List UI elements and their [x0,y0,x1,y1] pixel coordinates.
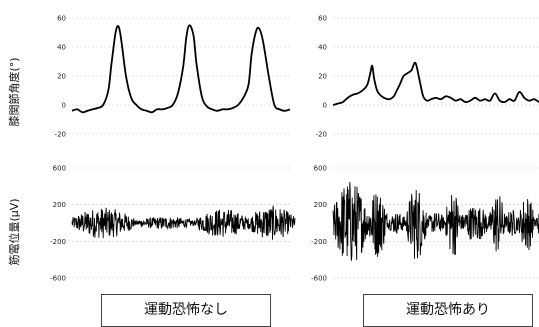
y-tick-label: -20 [55,131,66,139]
row1-ylabel: 膝関節角度(°) [7,57,21,126]
y-tick-label: 60 [57,15,66,23]
y-tick-label: -600 [311,275,327,283]
caption-no-fear: 運動恐怖なし [101,294,271,327]
emg-trace-bottom-left [71,205,296,240]
emg-trace-bottom-right [332,181,539,262]
y-tick-label: 200 [53,201,66,209]
series-line-top-right [332,61,539,106]
y-tick-label: 600 [314,165,327,173]
y-tick-label: 20 [318,73,327,81]
y-tick-label: 40 [57,44,66,52]
y-tick-label: -20 [316,131,327,139]
series-line-top-left [71,24,291,114]
y-tick-label: 60 [318,15,327,23]
y-tick-label: 0 [323,102,327,110]
y-tick-label: -600 [50,275,66,283]
y-tick-label: 200 [314,201,327,209]
y-tick-label: 40 [318,44,327,52]
y-tick-label: 0 [62,102,66,110]
y-tick-label: 20 [57,73,66,81]
y-tick-label: -200 [311,238,327,246]
y-tick-label: -200 [50,238,66,246]
panels: 6040200-206040200-20600200-200-600600200… [50,15,539,283]
row2-ylabel: 筋電位量(μV) [7,198,21,265]
y-tick-label: 600 [53,165,66,173]
caption-fear: 運動恐怖あり [363,294,533,327]
